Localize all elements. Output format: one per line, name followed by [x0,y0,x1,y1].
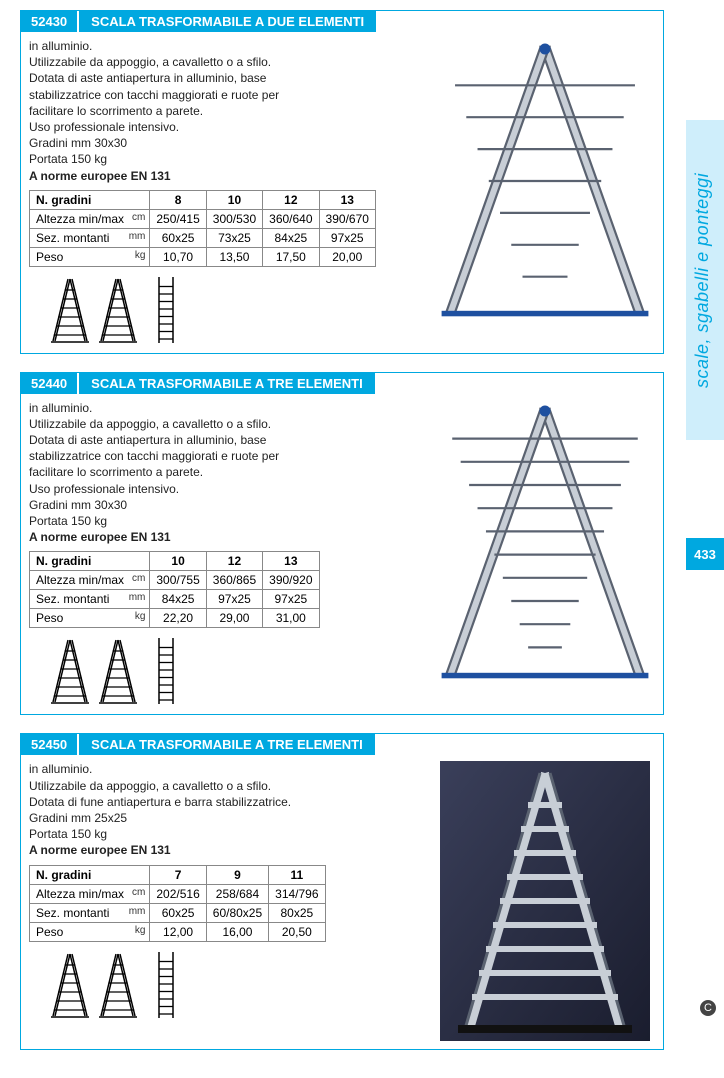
table-row-label: Sez. montantimm [30,903,150,922]
table-col-header: 12 [206,552,262,571]
product-image [435,38,655,345]
product-description: in alluminio.Utilizzabile da appoggio, a… [29,400,435,546]
table-row-label: Pesokg [30,922,150,941]
table-row-label: Pesokg [30,609,150,628]
table-col-header: 13 [319,190,375,209]
table-cell: 300/755 [150,571,206,590]
table-cell: 97x25 [263,590,319,609]
table-cell: 314/796 [269,884,325,903]
table-cell: 258/684 [206,884,268,903]
table-col-header: 11 [269,865,325,884]
table-cell: 84x25 [263,228,319,247]
product-block: 52450SCALA TRASFORMABILE A TRE ELEMENTI i… [20,733,664,1050]
table-header: N. gradini [30,865,150,884]
table-col-header: 13 [263,552,319,571]
table-cell: 60/80x25 [206,903,268,922]
table-cell: 202/516 [150,884,206,903]
table-cell: 31,00 [263,609,319,628]
product-title: SCALA TRASFORMABILE A DUE ELEMENTI [79,11,376,32]
table-col-header: 10 [150,552,206,571]
config-icons [49,275,187,345]
table-cell: 16,00 [206,922,268,941]
table-cell: 73x25 [206,228,262,247]
product-code: 52450 [21,734,77,755]
table-cell: 390/920 [263,571,319,590]
table-col-header: 12 [263,190,319,209]
config-icons [49,636,187,706]
table-cell: 84x25 [150,590,206,609]
table-row-label: Altezza min/maxcm [30,209,150,228]
table-col-header: 8 [150,190,206,209]
table-cell: 17,50 [263,247,319,266]
table-cell: 97x25 [206,590,262,609]
product-image [435,400,655,707]
product-image [435,761,655,1041]
table-row-label: Pesokg [30,247,150,266]
spec-table: N. gradini8101213 Altezza min/maxcm250/41… [29,190,376,267]
product-block: 52440SCALA TRASFORMABILE A TRE ELEMENTI i… [20,372,664,716]
table-cell: 20,50 [269,922,325,941]
product-code: 52430 [21,11,77,32]
spec-table: N. gradini7911 Altezza min/maxcm202/51625… [29,865,326,942]
product-description: in alluminio.Utilizzabile da appoggio, a… [29,38,435,184]
table-col-header: 7 [150,865,206,884]
table-header: N. gradini [30,190,150,209]
product-block: 52430SCALA TRASFORMABILE A DUE ELEMENTI i… [20,10,664,354]
table-cell: 80x25 [269,903,325,922]
table-col-header: 9 [206,865,268,884]
table-cell: 60x25 [150,228,206,247]
table-cell: 13,50 [206,247,262,266]
product-description: in alluminio.Utilizzabile da appoggio, a… [29,761,435,858]
table-cell: 390/670 [319,209,375,228]
footer-logo-icon: C [700,1000,716,1016]
table-cell: 60x25 [150,903,206,922]
table-cell: 20,00 [319,247,375,266]
table-cell: 12,00 [150,922,206,941]
table-header: N. gradini [30,552,150,571]
page-number: 433 [686,538,724,570]
table-cell: 300/530 [206,209,262,228]
product-code: 52440 [21,373,77,394]
product-title: SCALA TRASFORMABILE A TRE ELEMENTI [79,734,375,755]
table-col-header: 10 [206,190,262,209]
table-row-label: Altezza min/maxcm [30,884,150,903]
table-cell: 360/640 [263,209,319,228]
table-cell: 22,20 [150,609,206,628]
table-cell: 10,70 [150,247,206,266]
product-title: SCALA TRASFORMABILE A TRE ELEMENTI [79,373,375,394]
config-icons [49,950,187,1020]
table-cell: 29,00 [206,609,262,628]
table-cell: 250/415 [150,209,206,228]
spec-table: N. gradini101213 Altezza min/maxcm300/755… [29,551,320,628]
table-cell: 97x25 [319,228,375,247]
category-tab: scale, sgabelli e ponteggi [686,120,724,440]
table-row-label: Altezza min/maxcm [30,571,150,590]
table-cell: 360/865 [206,571,262,590]
table-row-label: Sez. montantimm [30,590,150,609]
table-row-label: Sez. montantimm [30,228,150,247]
